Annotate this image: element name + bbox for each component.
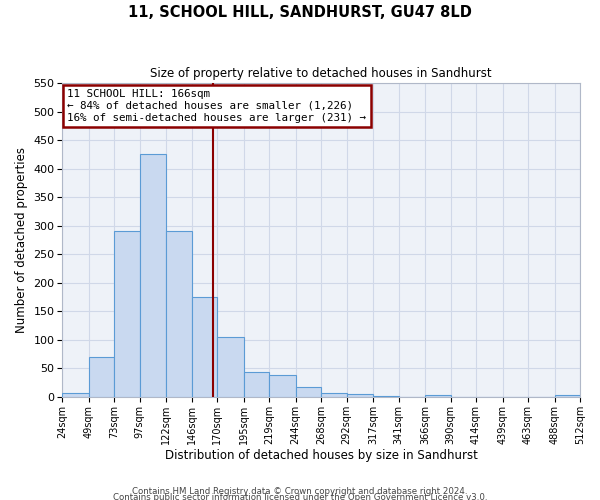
Y-axis label: Number of detached properties: Number of detached properties xyxy=(15,147,28,333)
Bar xyxy=(62,393,89,397)
Text: 11, SCHOOL HILL, SANDHURST, GU47 8LD: 11, SCHOOL HILL, SANDHURST, GU47 8LD xyxy=(128,5,472,20)
X-axis label: Distribution of detached houses by size in Sandhurst: Distribution of detached houses by size … xyxy=(165,450,478,462)
Bar xyxy=(140,154,166,397)
Text: Contains HM Land Registry data © Crown copyright and database right 2024.: Contains HM Land Registry data © Crown c… xyxy=(132,486,468,496)
Bar xyxy=(296,387,321,397)
Text: Contains public sector information licensed under the Open Government Licence v3: Contains public sector information licen… xyxy=(113,492,487,500)
Bar xyxy=(554,395,580,397)
Bar xyxy=(244,372,269,397)
Text: 11 SCHOOL HILL: 166sqm
← 84% of detached houses are smaller (1,226)
16% of semi-: 11 SCHOOL HILL: 166sqm ← 84% of detached… xyxy=(67,90,367,122)
Bar xyxy=(269,375,296,397)
Bar xyxy=(373,396,398,397)
Bar xyxy=(425,395,451,397)
Bar xyxy=(192,297,217,397)
Bar xyxy=(89,357,114,397)
Bar xyxy=(347,394,373,397)
Bar xyxy=(166,232,192,397)
Bar xyxy=(321,393,347,397)
Title: Size of property relative to detached houses in Sandhurst: Size of property relative to detached ho… xyxy=(151,68,492,80)
Bar xyxy=(114,232,140,397)
Bar xyxy=(217,337,244,397)
